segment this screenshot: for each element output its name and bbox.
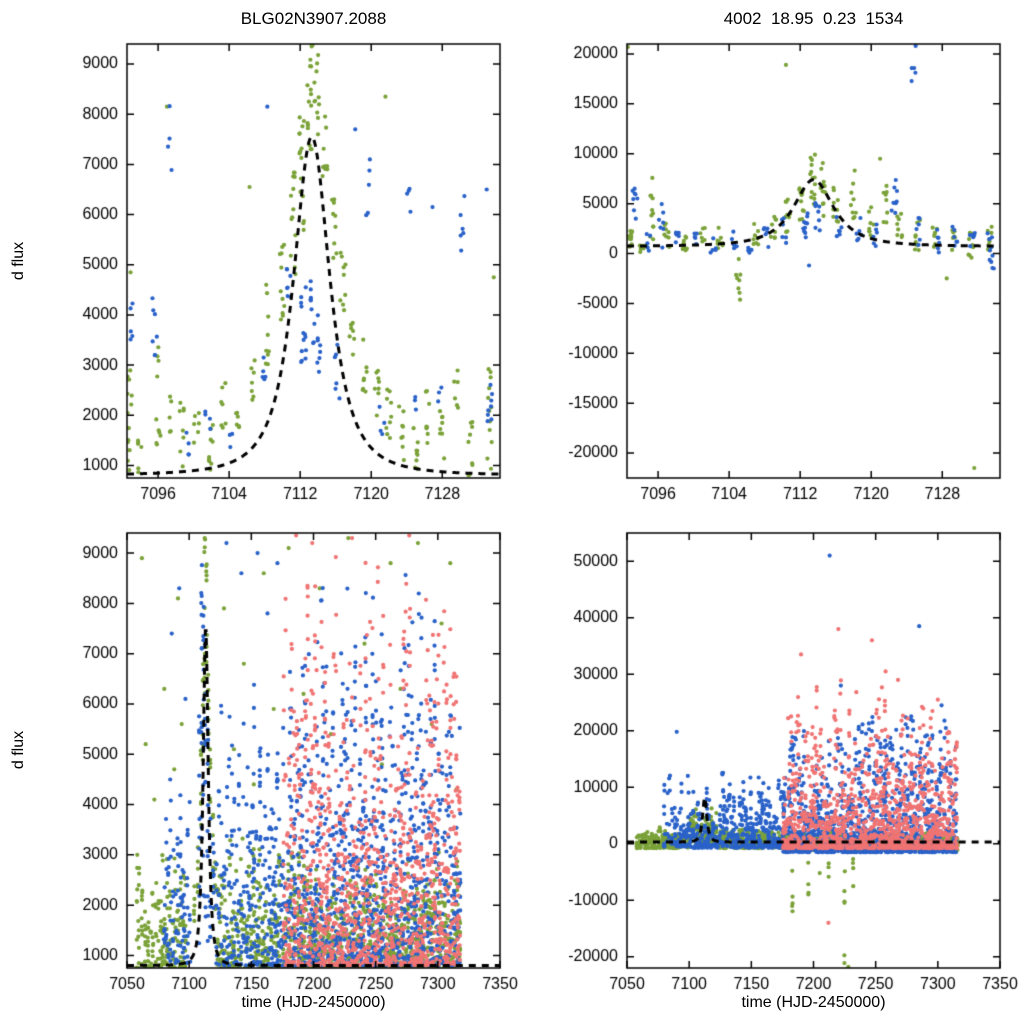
panel-title-top-right: 4002 18.95 0.23 1534 [723, 9, 904, 28]
x-axis-label-bottom-left: time (HJD-2450000) [241, 994, 386, 1011]
panel-title-top-left: BLG02N3907.2088 [240, 9, 387, 28]
x-axis-label-bottom-right: time (HJD-2450000) [741, 994, 886, 1011]
y-axis-label-top-left: d flux [10, 241, 27, 281]
y-axis-label-bottom-left: d flux [10, 730, 27, 770]
